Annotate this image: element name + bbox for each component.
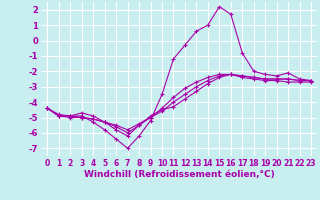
X-axis label: Windchill (Refroidissement éolien,°C): Windchill (Refroidissement éolien,°C) [84, 170, 275, 179]
